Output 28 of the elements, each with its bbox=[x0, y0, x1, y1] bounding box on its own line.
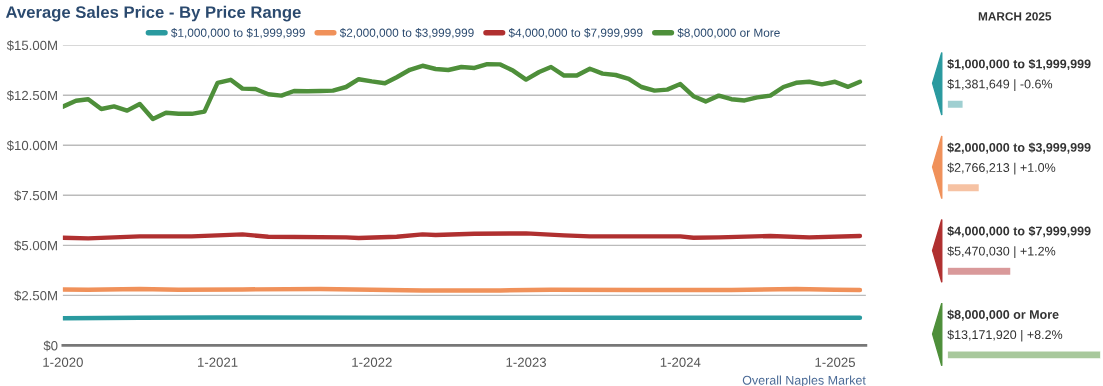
y-tick-label: $1,000,000 to $1,999,999 bbox=[947, 58, 1091, 71]
x-tick-label: 1-2025 bbox=[815, 357, 855, 367]
y-tick-label: $2.50M bbox=[14, 290, 57, 302]
y-tick-label: $12.50M bbox=[6, 90, 57, 101]
x-tick-label: 1-2024 bbox=[660, 357, 701, 367]
y-tick-label: $10.00M bbox=[6, 140, 57, 151]
y-tick-label: $2,000,000 to $3,999,999 bbox=[947, 142, 1091, 154]
y-tick-label: $7.50M bbox=[14, 190, 57, 202]
data-label: $5,470,030 | +1.2% bbox=[947, 246, 1056, 259]
data-label: $13,171,920 | +8.2% bbox=[947, 329, 1063, 342]
x-tick-label: 1-2023 bbox=[506, 357, 547, 367]
legend-label: $4,000,000 to $7,999,999 bbox=[508, 28, 643, 39]
line-series bbox=[62, 61, 863, 122]
x-tick-label: 1-2021 bbox=[198, 357, 238, 367]
legend-label: $2,000,000 to $3,999,999 bbox=[339, 28, 474, 39]
x-tick-label: 1-2020 bbox=[43, 357, 83, 367]
y-tick-label: $5.00M bbox=[14, 240, 57, 252]
chart-title: Average Sales Price - By Price Range bbox=[5, 5, 301, 22]
legend-label: $8,000,000 or More bbox=[677, 28, 780, 39]
legend-label: $1,000,000 to $1,999,999 bbox=[170, 28, 305, 39]
x-tick-label: 1-2022 bbox=[352, 357, 392, 367]
y-tick-label: $15.00M bbox=[6, 40, 57, 51]
data-label: $1,381,649 | -0.6% bbox=[947, 79, 1053, 91]
data-label: $2,766,213 | +1.0% bbox=[947, 162, 1056, 175]
y-tick-label: $8,000,000 or More bbox=[947, 309, 1059, 321]
y-tick-label: $0 bbox=[43, 340, 58, 352]
y-tick-label: $4,000,000 to $7,999,999 bbox=[947, 226, 1091, 238]
chart-title: MARCH 2025 bbox=[978, 12, 1052, 21]
